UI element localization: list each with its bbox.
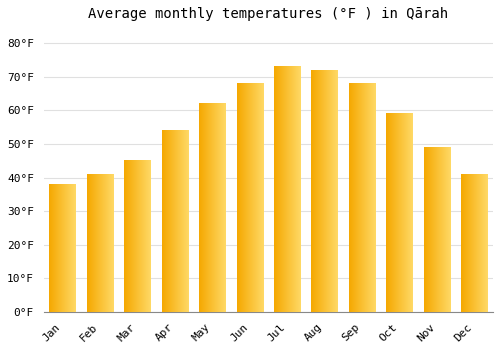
Title: Average monthly temperatures (°F ) in Qārah: Average monthly temperatures (°F ) in Qā… <box>88 7 448 21</box>
